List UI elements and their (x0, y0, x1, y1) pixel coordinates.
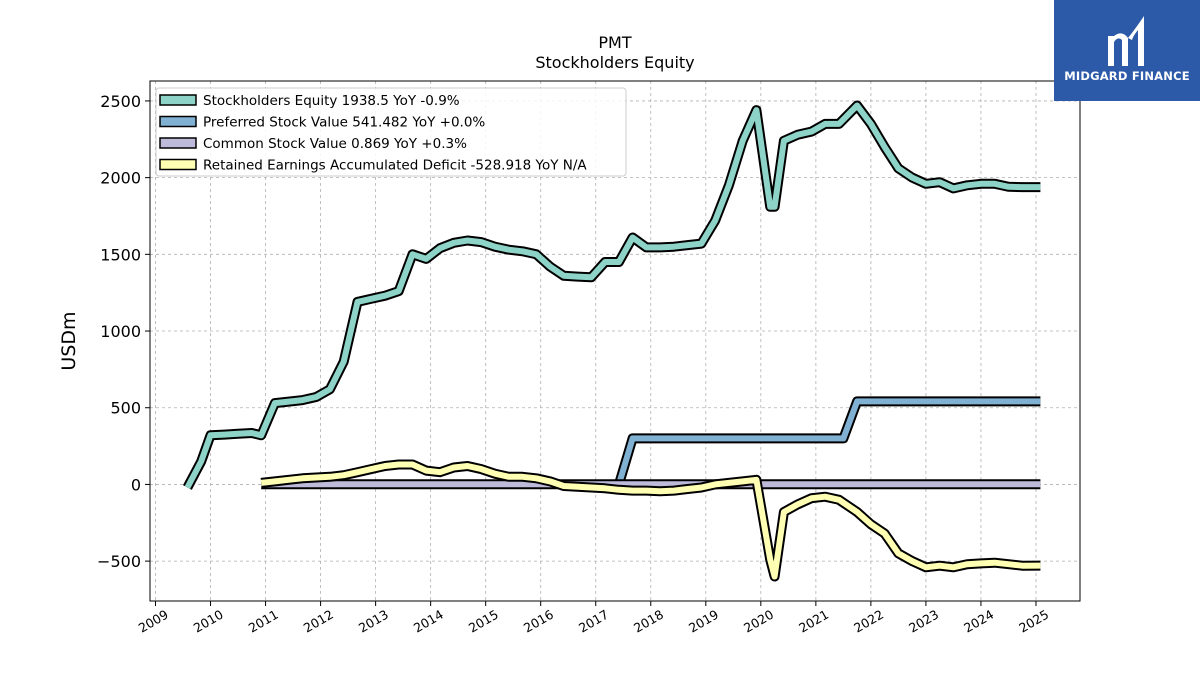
legend-swatch (159, 94, 197, 106)
x-tick-label: 2023 (906, 607, 941, 636)
x-tick-label: 2016 (521, 607, 556, 636)
legend-label: Common Stock Value 0.869 YoY +0.3% (203, 136, 467, 152)
x-tick-label: 2019 (686, 607, 721, 636)
legend-swatch (159, 158, 197, 171)
x-tick-label: 2015 (466, 607, 501, 636)
plot-frame (149, 80, 1081, 602)
x-tick-label: 2022 (851, 607, 886, 636)
legend-label: Stockholders Equity 1938.5 YoY -0.9% (203, 93, 460, 109)
series-line (184, 102, 1041, 489)
legend-box (155, 87, 627, 177)
legend: Stockholders Equity 1938.5 YoY -0.9% Pref… (155, 87, 627, 177)
y-tick-label: 2000 (100, 169, 141, 188)
logo-mark-icon (1108, 16, 1144, 66)
x-tick-label: 2020 (741, 607, 776, 636)
y-tick-label: 1500 (100, 245, 141, 264)
x-tick-label: 2013 (356, 607, 391, 636)
x-tick-label: 2024 (961, 607, 996, 636)
x-tick-label: 2018 (631, 607, 666, 636)
logo-text: MIDGARD FINANCE (1064, 69, 1190, 83)
series-outline (614, 396, 1041, 486)
x-tick-label: 2021 (796, 607, 831, 636)
x-tick-label: 2014 (411, 607, 446, 636)
legend-swatch (159, 137, 197, 149)
legend-swatch (159, 115, 197, 128)
y-tick-label: 2500 (100, 92, 141, 111)
chart-subtitle: Stockholders Equity (535, 53, 695, 72)
x-tick-label: 2009 (136, 607, 171, 636)
x-tick-label: 2012 (301, 607, 336, 636)
chart-title: PMT (598, 33, 632, 52)
series-line (260, 461, 1041, 580)
y-tick-label: 0 (131, 475, 141, 494)
x-tick-label: 2017 (576, 607, 611, 636)
x-tick-label: 2011 (246, 607, 281, 636)
series-line (616, 398, 1041, 486)
legend-label: Preferred Stock Value 541.482 YoY +0.0% (203, 115, 485, 131)
legend-label: Retained Earnings Accumulated Deficit -5… (203, 158, 587, 174)
series-lines (182, 100, 1041, 582)
y-axis-label: USDm (58, 311, 80, 370)
y-tick-label: 500 (110, 399, 141, 418)
x-tick-label: 2010 (191, 607, 226, 636)
y-tick-label: −500 (97, 552, 141, 571)
brand-logo: MIDGARD FINANCE (1054, 0, 1200, 101)
y-tick-label: 1000 (100, 322, 141, 341)
x-tick-label: 2025 (1016, 607, 1051, 636)
